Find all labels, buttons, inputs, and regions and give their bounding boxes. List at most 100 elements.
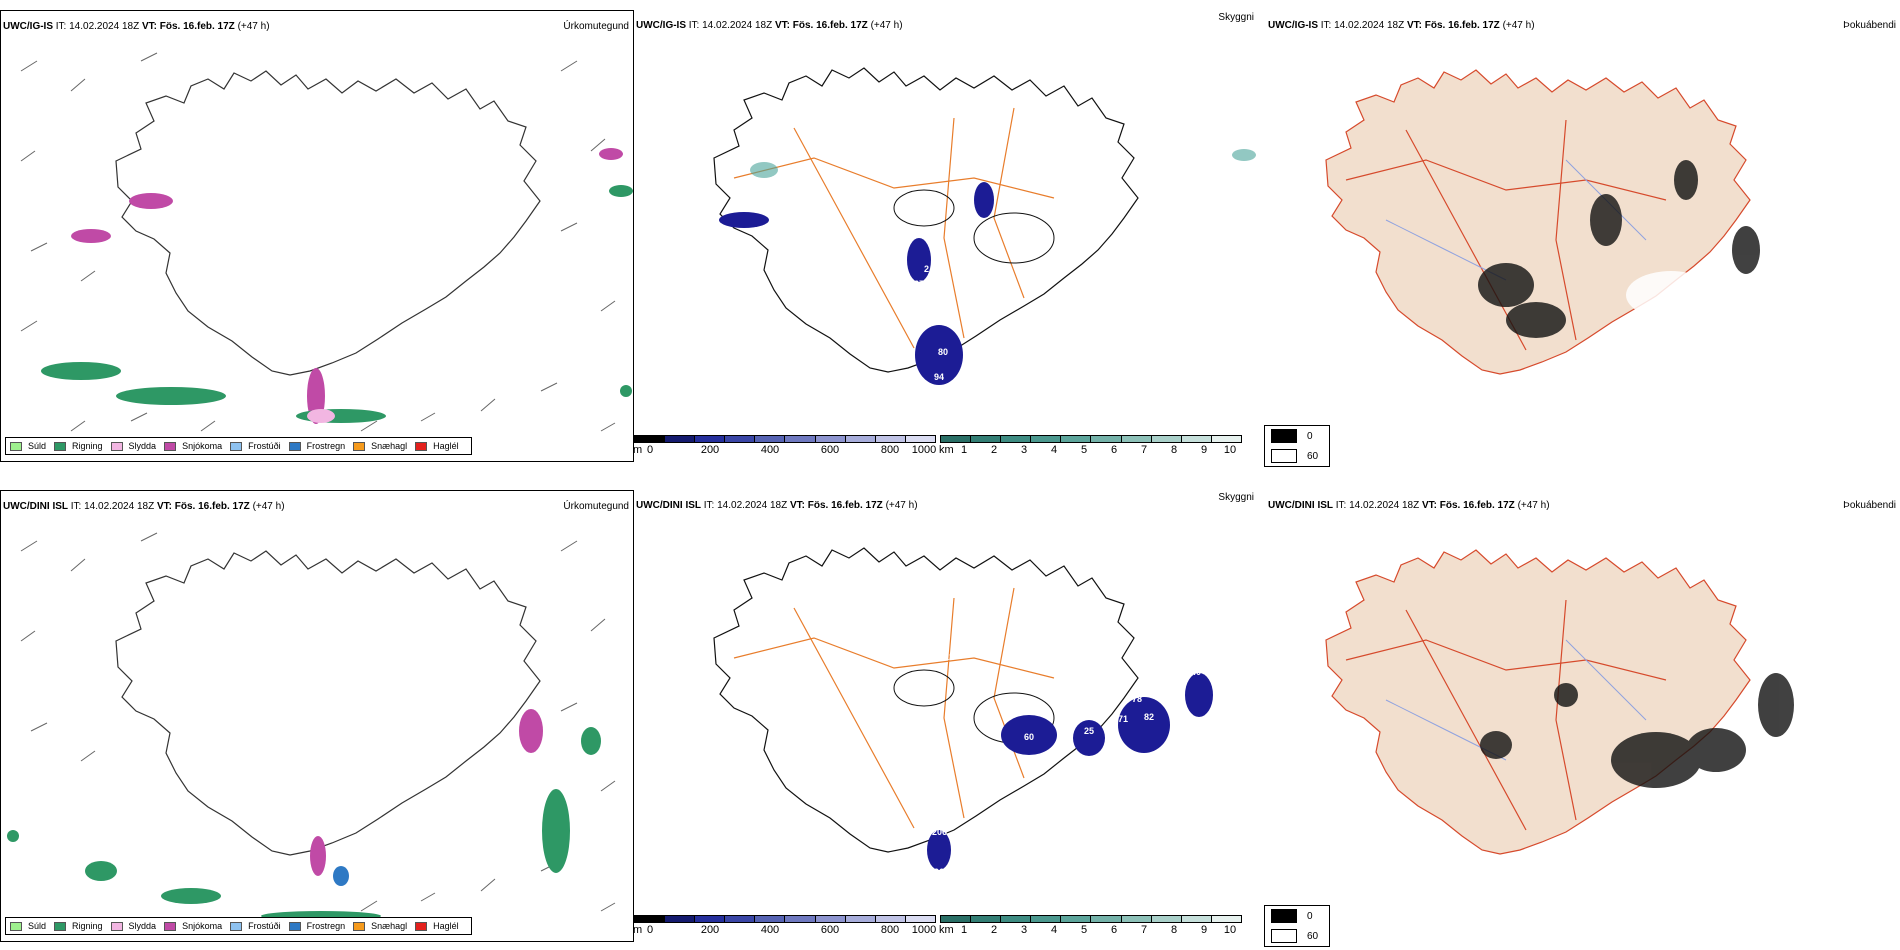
it-value: 14.02.2024 18Z: [1334, 20, 1405, 31]
model-name: UWC/DINI ISL: [1268, 500, 1333, 511]
legend-swatch: [110, 441, 123, 451]
visibility-value: 94: [934, 372, 944, 382]
height-scale-bottom: m 0 200 400 600 800 1000: [633, 915, 936, 937]
it-value: 14.02.2024 18Z: [84, 501, 155, 512]
precip-legend-top: Súld Rigning Slydda Snjókoma Frostúði Fr…: [5, 437, 472, 455]
header-top-visibility: UWC/IG-IS IT: 14.02.2024 18Z VT: Fös. 16…: [636, 20, 903, 31]
legend-swatch: [288, 921, 301, 931]
vt-label: VT:: [774, 20, 790, 31]
precip-map-bottom: [7, 532, 616, 921]
iceland-outline: [115, 70, 541, 376]
visibility-map-bottom: 60 25 71 78 82 206 96 12 101 140: [713, 547, 1213, 877]
visibility-values: 24 37 80 94 67 2: [704, 222, 994, 382]
model-name: UWC/DINI ISL: [636, 500, 701, 511]
vt-value: Fös. 16.feb. 17Z: [174, 501, 250, 512]
km-scale-labels: km 1 2 3 4 5 6 7 8 9 10: [939, 444, 1237, 456]
fog-areas: [1478, 160, 1760, 338]
legend-swatch: [353, 441, 366, 451]
precip-map-top: [20, 52, 633, 432]
header-bottom-fog: UWC/DINI ISL IT: 14.02.2024 18Z VT: Fös.…: [1268, 500, 1550, 511]
snow-area: [310, 709, 543, 876]
vt-value: Fös. 16.feb. 17Z: [159, 21, 235, 32]
visibility-values: 60 25 71 78 82 206 96 12 101 140: [932, 652, 1201, 877]
visibility-value: 24: [704, 239, 714, 249]
visibility-value: 80: [938, 347, 948, 357]
precip-panel-top: UWC/IG-IS IT: 14.02.2024 18Z VT: Fös. 16…: [0, 10, 634, 462]
visibility-value: 2: [924, 264, 929, 274]
fog-title: Þokuábendi: [1843, 500, 1896, 511]
visibility-areas: [719, 182, 994, 385]
visibility-value: 206: [932, 827, 947, 837]
km-scale-bottom: km 1 2 3 4 5 6 7 8 9 10: [939, 915, 1242, 937]
precip-title: Úrkomutegund: [563, 501, 629, 512]
sleet-area: [307, 409, 335, 423]
visibility-map-top: 24 37 80 94 67 2: [704, 67, 1256, 385]
legend-swatch: [288, 441, 301, 451]
header-top-fog: UWC/IG-IS IT: 14.02.2024 18Z VT: Fös. 16…: [1268, 20, 1535, 31]
legend-item: Frostúði: [230, 921, 281, 931]
fog-key-row: 60: [1265, 446, 1329, 466]
legend-item: Súld: [10, 441, 46, 451]
it-value: 14.02.2024 18Z: [69, 21, 140, 32]
km-scale-bar: [940, 915, 1242, 923]
it-label: IT:: [70, 501, 82, 512]
legend-item: Frostúði: [230, 441, 281, 451]
glacier-outline: [893, 189, 955, 227]
km-scale-top: km 1 2 3 4 5 6 7 8 9 10: [939, 435, 1242, 457]
iceland-outline: [115, 550, 541, 856]
iceland-outline: [713, 547, 1139, 853]
visibility-value: 96: [934, 867, 944, 877]
header-bottom-visibility: UWC/DINI ISL IT: 14.02.2024 18Z VT: Fös.…: [636, 500, 918, 511]
clear-area: [1626, 271, 1716, 319]
fog-panel-top: UWC/IG-IS IT: 14.02.2024 18Z VT: Fös. 16…: [1266, 10, 1900, 462]
km-scale-labels: km 1 2 3 4 5 6 7 8 9 10: [939, 924, 1237, 936]
cloud-title: Skyggni: [1218, 492, 1254, 503]
fog-key-bottom: 0 60: [1264, 905, 1330, 947]
legend-swatch: [54, 921, 67, 931]
vt-label: VT:: [1421, 500, 1437, 511]
visibility-value: 140: [1186, 667, 1201, 677]
legend-item: Rigning: [54, 441, 103, 451]
model-name: UWC/IG-IS: [3, 21, 53, 32]
it-label: IT:: [1320, 20, 1332, 31]
visibility-value: 60: [1024, 732, 1034, 742]
visibility-value: 101: [1164, 667, 1179, 677]
it-value: 14.02.2024 18Z: [717, 500, 788, 511]
fog-key-top: 0 60: [1264, 425, 1330, 467]
it-label: IT:: [55, 21, 67, 32]
vt-label: VT:: [789, 500, 805, 511]
legend-swatch: [230, 441, 243, 451]
vt-label: VT:: [141, 21, 157, 32]
it-label: IT:: [703, 500, 715, 511]
height-scale-bar: [634, 915, 936, 923]
fog-map-top: [1325, 69, 1760, 375]
legend-item: Rigning: [54, 921, 103, 931]
road-network: [1345, 599, 1667, 831]
glacier-outline: [973, 212, 1055, 264]
legend-item: Snæhagl: [353, 441, 407, 451]
legend-item: Haglél: [415, 921, 459, 931]
vt-value: Fös. 16.feb. 17Z: [1439, 500, 1515, 511]
road-network: [1345, 119, 1667, 351]
lead-time: (+47 h): [1517, 500, 1550, 511]
lead-time: (+47 h): [885, 500, 918, 511]
legend-swatch: [164, 921, 177, 931]
vt-value: Fös. 16.feb. 17Z: [792, 20, 868, 31]
legend-swatch: [230, 921, 243, 931]
road-network: [733, 587, 1055, 829]
legend-item: Snjókoma: [164, 441, 222, 451]
it-label: IT:: [688, 20, 700, 31]
legend-swatch: [54, 441, 67, 451]
precip-title: Úrkomutegund: [563, 21, 629, 32]
visibility-value: 37: [914, 279, 924, 289]
cloud-title: Skyggni: [1218, 12, 1254, 23]
visibility-panel-bottom: 60 25 71 78 82 206 96 12 101 140 UWC/DIN…: [633, 490, 1330, 947]
legend-item: Frostregn: [288, 921, 345, 931]
fog-key-row: 60: [1265, 926, 1329, 946]
vt-value: Fös. 16.feb. 17Z: [1424, 20, 1500, 31]
header-bottom: UWC/DINI ISL IT: 14.02.2024 18Z VT: Fös.…: [3, 501, 285, 512]
legend-swatch: [164, 441, 177, 451]
cloud-areas: [750, 149, 1256, 178]
lead-time: (+47 h): [252, 501, 285, 512]
height-scale-top: m 0 200 400 600 800 1000: [633, 435, 936, 457]
